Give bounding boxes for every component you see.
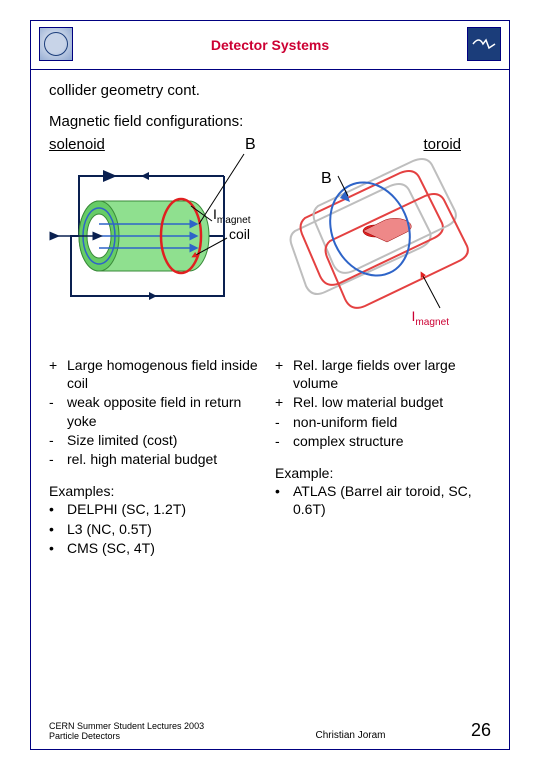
cern-logo-icon: [39, 27, 73, 61]
diagram-row: solenoid toroid B B Imagnet coil Imagnet: [49, 136, 491, 346]
examples-heading-right: Example:: [275, 464, 491, 482]
bullet-text: weak opposite field in return yoke: [67, 393, 265, 429]
header-title: Detector Systems: [211, 37, 329, 53]
subtitle: collider geometry cont.: [49, 82, 491, 99]
example-item: •DELPHI (SC, 1.2T): [49, 500, 265, 518]
bullet-row: +Rel. large fields over large volume: [275, 356, 491, 392]
left-examples: Examples: •DELPHI (SC, 1.2T)•L3 (NC, 0.5…: [49, 482, 265, 557]
bullet-text: complex structure: [293, 432, 491, 450]
footer-line1: CERN Summer Student Lectures 2003: [49, 721, 250, 731]
page-border: Detector Systems collider geometry cont.…: [30, 20, 510, 750]
bullet-row: -Size limited (cost): [49, 431, 265, 449]
bullet-mark: -: [49, 393, 67, 429]
bullet-text: Rel. large fields over large volume: [293, 356, 491, 392]
left-column: +Large homogenous field inside coil-weak…: [49, 356, 265, 558]
right-bullets: +Rel. large fields over large volume+Rel…: [275, 356, 491, 450]
right-examples: Example: •ATLAS (Barrel air toroid, SC, …: [275, 464, 491, 519]
left-examples-list: •DELPHI (SC, 1.2T)•L3 (NC, 0.5T)•CMS (SC…: [49, 500, 265, 557]
bullet-row: -weak opposite field in return yoke: [49, 393, 265, 429]
footer-line2: Particle Detectors: [49, 731, 250, 741]
right-column: +Rel. large fields over large volume+Rel…: [275, 356, 491, 558]
left-bullets: +Large homogenous field inside coil-weak…: [49, 356, 265, 468]
bullet-row: -rel. high material budget: [49, 450, 265, 468]
bullet-mark: -: [49, 450, 67, 468]
right-examples-list: •ATLAS (Barrel air toroid, SC, 0.6T): [275, 482, 491, 518]
bullet-row: -complex structure: [275, 432, 491, 450]
page-number: 26: [451, 720, 491, 741]
bullet-text: Rel. low material budget: [293, 393, 491, 411]
bullet-mark: -: [275, 413, 293, 431]
footer-left: CERN Summer Student Lectures 2003 Partic…: [49, 721, 250, 741]
bullet-mark: +: [275, 356, 293, 392]
bullet-text: Size limited (cost): [67, 431, 265, 449]
bullet-mark: +: [49, 356, 67, 392]
examples-heading-left: Examples:: [49, 482, 265, 500]
header-bar: Detector Systems: [31, 21, 509, 70]
bullet-mark: +: [275, 393, 293, 411]
section-label: Magnetic field configurations:: [49, 113, 491, 130]
bullet-row: +Rel. low material budget: [275, 393, 491, 411]
bullet-mark: -: [275, 432, 293, 450]
example-text: CMS (SC, 4T): [67, 539, 265, 557]
content-area: collider geometry cont. Magnetic field c…: [31, 70, 509, 558]
example-text: ATLAS (Barrel air toroid, SC, 0.6T): [293, 482, 491, 518]
footer: CERN Summer Student Lectures 2003 Partic…: [49, 720, 491, 741]
toroid-diagram: [270, 136, 491, 346]
bullet-dot: •: [49, 500, 67, 518]
example-item: •CMS (SC, 4T): [49, 539, 265, 557]
bullet-row: -non-uniform field: [275, 413, 491, 431]
bullet-text: Large homogenous field inside coil: [67, 356, 265, 392]
detector-logo-icon: [467, 27, 501, 61]
bullet-dot: •: [275, 482, 293, 518]
bullet-dot: •: [49, 520, 67, 538]
bullet-text: non-uniform field: [293, 413, 491, 431]
example-item: •L3 (NC, 0.5T): [49, 520, 265, 538]
example-text: L3 (NC, 0.5T): [67, 520, 265, 538]
comparison-columns: +Large homogenous field inside coil-weak…: [49, 356, 491, 558]
solenoid-diagram: [49, 136, 270, 346]
bullet-mark: -: [49, 431, 67, 449]
bullet-row: +Large homogenous field inside coil: [49, 356, 265, 392]
example-item: •ATLAS (Barrel air toroid, SC, 0.6T): [275, 482, 491, 518]
example-text: DELPHI (SC, 1.2T): [67, 500, 265, 518]
bullet-dot: •: [49, 539, 67, 557]
footer-center: Christian Joram: [250, 730, 451, 741]
bullet-text: rel. high material budget: [67, 450, 265, 468]
